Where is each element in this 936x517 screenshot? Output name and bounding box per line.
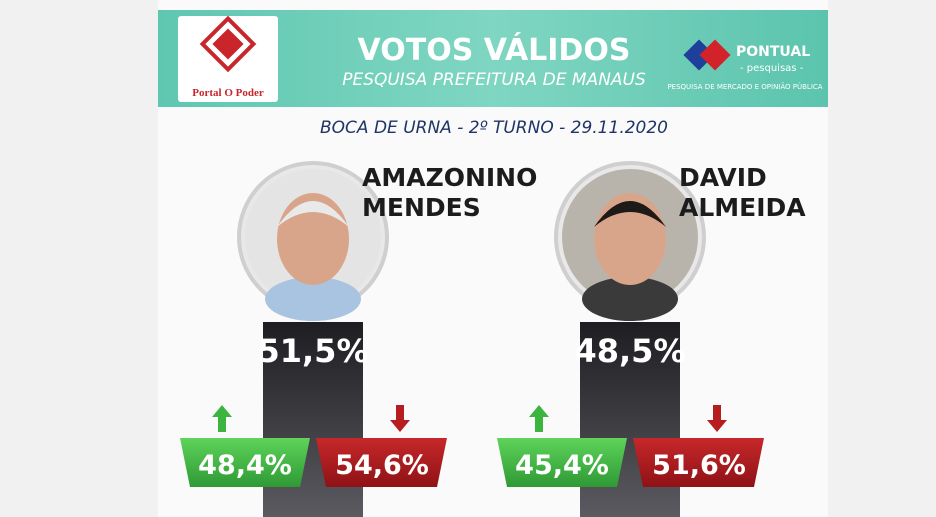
right-logo-name: PONTUAL xyxy=(736,44,810,60)
high-box xyxy=(633,438,764,487)
result: 51,5% xyxy=(257,332,368,370)
survey: BOCA DE URNA - 2º TURNO - 29.11.2020 xyxy=(320,118,668,138)
low: 48,4% xyxy=(198,450,292,481)
candidate-name: ALMEIDA xyxy=(679,193,806,222)
subtitle: PESQUISA PREFEITURA DE MANAUS xyxy=(342,70,646,90)
high-box xyxy=(316,438,447,487)
title: VOTOS VÁLIDOS xyxy=(358,32,631,68)
candidate-name: DAVID xyxy=(679,163,767,192)
low-box xyxy=(497,438,627,487)
right-logo-sub: - pesquisas - xyxy=(740,63,804,74)
candidate-name: MENDES xyxy=(362,193,481,222)
left-logo-text: Portal O Poder xyxy=(192,87,264,99)
left-logo-mark xyxy=(199,15,257,73)
candidate-name: AMAZONINO xyxy=(362,163,537,192)
photo-body xyxy=(582,277,678,321)
photo-hair xyxy=(594,201,666,227)
photo-hair xyxy=(277,201,349,227)
down-arrow xyxy=(390,405,410,432)
right-logo-tagline: PESQUISA DE MERCADO E OPINIÃO PÚBLICA xyxy=(667,82,822,91)
photo-face xyxy=(594,193,666,285)
photo-body xyxy=(265,277,361,321)
up-arrow xyxy=(529,405,549,432)
up-arrow xyxy=(212,405,232,432)
down-arrow xyxy=(707,405,727,432)
high: 51,6% xyxy=(652,450,746,481)
photo-face xyxy=(277,193,349,285)
high: 54,6% xyxy=(335,450,429,481)
result: 48,5% xyxy=(574,332,685,370)
low-box xyxy=(180,438,310,487)
low: 45,4% xyxy=(515,450,609,481)
